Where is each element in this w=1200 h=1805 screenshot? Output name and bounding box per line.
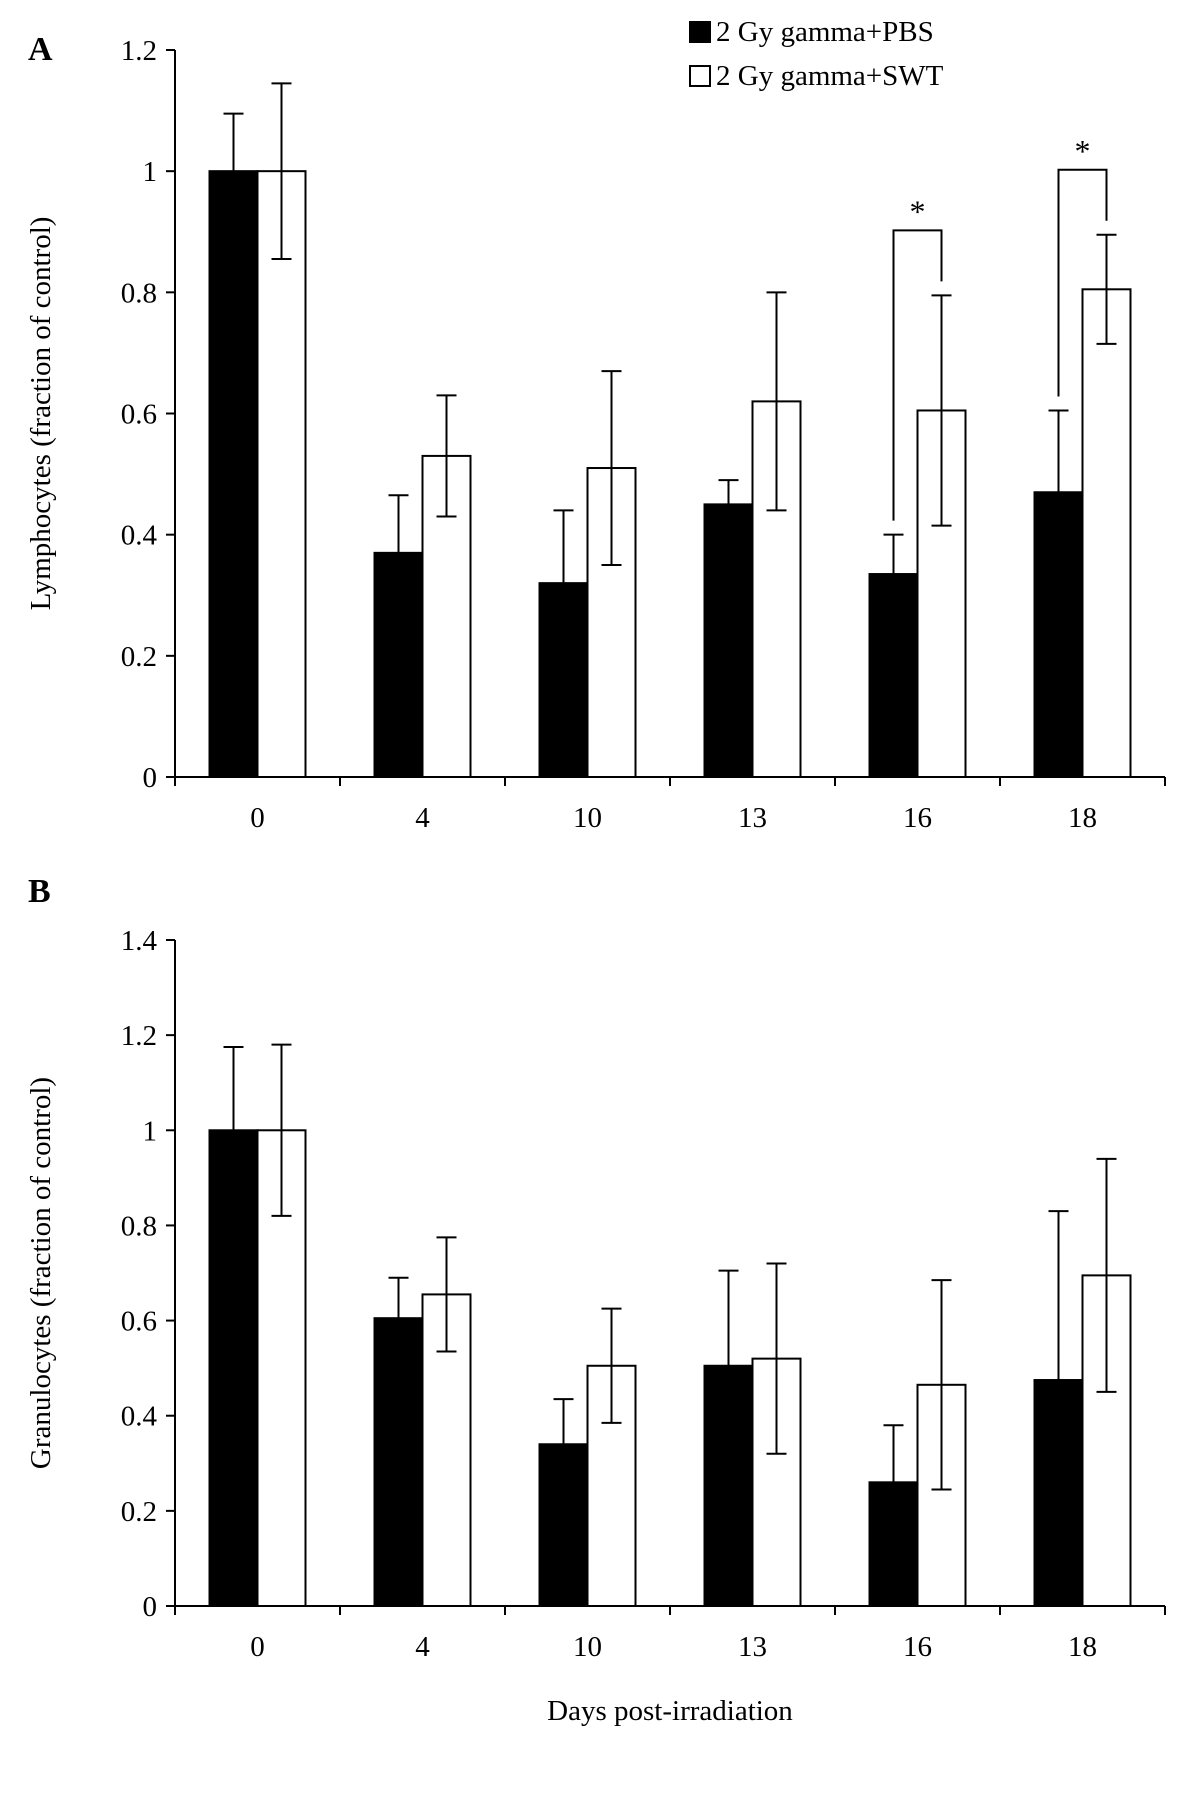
bar-pbs xyxy=(703,1364,754,1607)
x-tick-label: 16 xyxy=(903,802,932,834)
y-tick-label: 0 xyxy=(143,762,158,794)
y-axis-title: Granulocytes (fraction of control) xyxy=(25,1077,57,1469)
legend: 2 Gy gamma+PBS 2 Gy gamma+SWT xyxy=(689,16,944,92)
x-tick-label: 13 xyxy=(738,1631,767,1663)
y-tick-label: 0.2 xyxy=(121,1496,157,1528)
panel-a: A 0 0.2 0.4 0.6 0.8 1 1.2 Lymphocytes (fraction … xyxy=(25,31,1166,834)
x-tick-label: 18 xyxy=(1068,1631,1097,1663)
bar-swt xyxy=(256,170,307,778)
y-tick-label: 0 xyxy=(143,1591,158,1623)
legend-label: 2 Gy gamma+SWT xyxy=(716,60,944,92)
bar-swt xyxy=(1081,288,1132,778)
y-tick-label: 0.4 xyxy=(121,520,158,552)
y-tick-label: 0.8 xyxy=(121,277,157,309)
bar-pbs xyxy=(373,1317,424,1607)
y-tick-label: 1 xyxy=(143,1115,158,1147)
x-tick-label: 10 xyxy=(573,1631,602,1663)
chart-root: A 0 0.2 0.4 0.6 0.8 1 1.2 Lymphocytes (fraction … xyxy=(25,16,1166,1727)
panel-letter: A xyxy=(28,31,53,68)
bar-pbs xyxy=(868,1481,919,1608)
bar-pbs xyxy=(208,170,259,778)
significance-label: * xyxy=(1075,133,1091,169)
y-tick-label: 0.6 xyxy=(121,1306,157,1338)
y-tick-label: 0.6 xyxy=(121,399,157,431)
bar-pbs xyxy=(703,503,754,778)
panel-letter: B xyxy=(28,873,51,910)
y-tick-label: 0.8 xyxy=(121,1210,157,1242)
y-tick-label: 1.2 xyxy=(121,35,157,67)
y-axis-title: Lymphocytes (fraction of control) xyxy=(25,217,57,611)
legend-swatch xyxy=(689,21,711,43)
x-tick-label: 18 xyxy=(1068,802,1097,834)
x-tick-label: 13 xyxy=(738,802,767,834)
legend-swatch xyxy=(689,65,711,87)
y-tick-label: 1.2 xyxy=(121,1020,157,1052)
x-tick-label: 0 xyxy=(250,1631,265,1663)
x-tick-label: 4 xyxy=(415,1631,430,1663)
y-tick-label: 1.4 xyxy=(121,925,158,957)
y-tick-label: 0.2 xyxy=(121,641,157,673)
legend-label: 2 Gy gamma+PBS xyxy=(716,16,934,48)
x-tick-label: 4 xyxy=(415,802,430,834)
x-tick-label: 16 xyxy=(903,1631,932,1663)
significance-bracket xyxy=(892,229,943,521)
x-axis-title: Days post-irradiation xyxy=(547,1695,793,1727)
significance-label: * xyxy=(910,193,926,229)
x-tick-label: 10 xyxy=(573,802,602,834)
y-tick-label: 1 xyxy=(143,156,158,188)
y-tick-label: 0.4 xyxy=(121,1401,158,1433)
panel-b: B 0 0.2 0.4 0.6 0.8 1 1.2 1.4 Granulocytes (fract… xyxy=(25,873,1166,1727)
x-tick-label: 0 xyxy=(250,802,265,834)
significance-bracket xyxy=(1057,168,1108,397)
